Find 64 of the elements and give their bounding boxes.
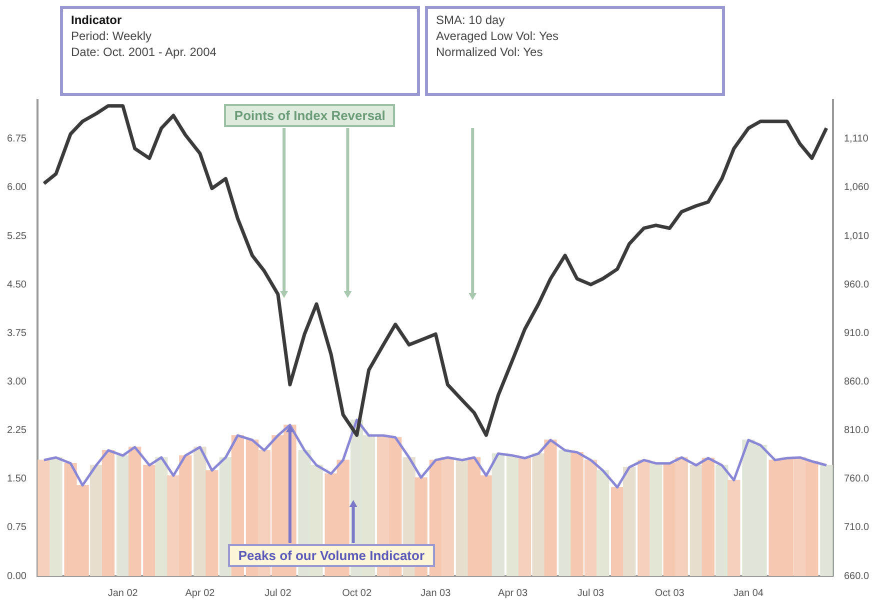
- annotation: Peaks of our Volume Indicator: [228, 544, 435, 567]
- y-tick-label: 6.75: [6, 134, 27, 145]
- y-tick-label: 2.25: [6, 425, 27, 436]
- bar: [532, 453, 545, 576]
- y2-tick-label: 910.0: [844, 328, 870, 339]
- bar: [558, 450, 572, 576]
- x-tick-label: Apr 02: [185, 588, 216, 599]
- x-tick-label: Jul 02: [264, 588, 292, 599]
- chart-subtitle: Period: Weekly: [71, 28, 152, 44]
- bar: [820, 464, 833, 576]
- bar: [506, 455, 520, 576]
- bar: [611, 486, 624, 576]
- y-tick-label: 3.75: [6, 328, 27, 339]
- bar: [155, 457, 168, 576]
- y-tick-label: 0.75: [6, 522, 27, 534]
- x-tick-label: Jan 03: [420, 588, 452, 599]
- bar: [623, 466, 636, 576]
- bar: [518, 458, 532, 576]
- y2-tick-label: 660.0: [844, 570, 870, 582]
- bar: [456, 460, 469, 576]
- bar: [206, 470, 218, 576]
- y2-tick-label: 860.0: [844, 376, 870, 388]
- bar: [638, 460, 650, 576]
- y2-tick-label: 810.0: [844, 425, 870, 436]
- bar: [650, 462, 662, 576]
- bar: [102, 450, 115, 576]
- y-tick-label: 6.00: [6, 182, 27, 194]
- text: Normalized Vol: Yes: [436, 44, 544, 60]
- y-tick-label: 5.25: [6, 230, 27, 242]
- annotation: Points of Index Reversal: [224, 104, 396, 127]
- y-tick-label: 1.50: [6, 474, 27, 485]
- text: Averaged Low Vol: Yes: [436, 28, 560, 44]
- y2-tick-label: 1,110: [844, 134, 869, 145]
- x-tick-label: Jan 04: [733, 588, 764, 599]
- bar: [194, 446, 206, 576]
- x-tick-label: Oct 02: [342, 588, 372, 599]
- y2-tick-label: 1,060: [844, 182, 870, 194]
- x-tick-label: Oct 03: [654, 588, 685, 599]
- bar: [544, 440, 557, 576]
- text: Date: Oct. 2001 - Apr. 2004: [71, 44, 218, 60]
- y2-tick-label: 1,010: [844, 230, 870, 242]
- bar: [492, 453, 505, 576]
- x-tick-label: Jan 02: [108, 588, 138, 599]
- bar: [116, 455, 130, 576]
- bar: [128, 446, 142, 576]
- bar: [90, 464, 103, 576]
- y-tick-label: 3.00: [6, 376, 27, 388]
- bar: [690, 464, 703, 576]
- y2-tick-label: 710.0: [844, 522, 870, 534]
- y-tick-label: 0.00: [6, 570, 27, 582]
- y2-tick-label: 760.0: [844, 474, 870, 485]
- text: SMA: 10 day: [436, 12, 506, 28]
- bar: [716, 464, 728, 576]
- bar: [143, 464, 156, 576]
- bar: [728, 480, 740, 576]
- bar: [702, 458, 715, 576]
- bar: [38, 460, 50, 576]
- x-tick-label: Jul 03: [577, 588, 605, 599]
- bar: [596, 470, 610, 576]
- y-tick-label: 4.50: [6, 279, 27, 290]
- chart-title: Indicator: [71, 12, 123, 28]
- bar: [50, 457, 62, 576]
- x-tick-label: Apr 03: [498, 588, 528, 599]
- y2-tick-label: 960.0: [844, 279, 870, 290]
